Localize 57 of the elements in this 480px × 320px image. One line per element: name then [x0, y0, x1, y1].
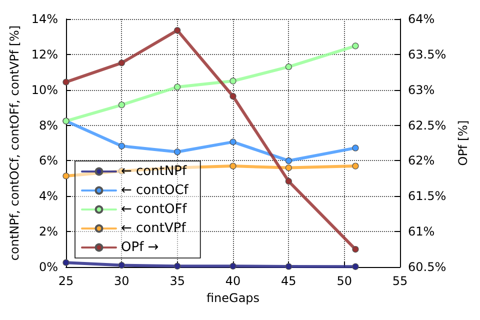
point	[285, 64, 292, 70]
point	[174, 262, 181, 270]
point	[285, 178, 292, 185]
point	[285, 157, 292, 164]
y2-tick-label: 63%	[408, 82, 435, 97]
x-tick-label: 40	[225, 274, 241, 288]
y2-tick-label: 60.5%	[408, 260, 446, 274]
y-tick-label: 0%	[38, 260, 58, 274]
legend-label: ← contOFf	[121, 202, 188, 217]
point	[174, 84, 181, 90]
y-tick-label: 2%	[38, 224, 58, 239]
y-tick-label: 14%	[31, 12, 58, 26]
x-axis-title: fineGaps	[206, 290, 260, 305]
legend-label: ← contNPf	[121, 164, 188, 179]
y2-axis-title: OPf [%]	[456, 120, 470, 166]
point	[174, 27, 181, 34]
point	[118, 142, 125, 150]
point	[62, 259, 70, 266]
point	[230, 78, 236, 84]
y-axis-title: contNPf, contOCf, contOFf, contVPf [%]	[7, 25, 22, 261]
x-tick-label: 45	[281, 274, 296, 288]
point	[230, 138, 236, 146]
point	[118, 102, 125, 108]
point	[118, 60, 125, 66]
point	[285, 164, 292, 172]
legend-label: ← contOCf	[121, 183, 189, 198]
y-tick-label: 8%	[38, 118, 58, 132]
y2-tick-label: 62.5%	[408, 118, 446, 132]
x-tick-label: 55	[392, 274, 408, 288]
y2-tick-label: 64%	[408, 12, 435, 26]
y-tick-label: 12%	[31, 47, 58, 62]
point	[230, 162, 236, 170]
x-tick-label: 25	[58, 274, 74, 288]
y-tick-label: 6%	[38, 154, 58, 168]
point	[174, 148, 181, 156]
point	[230, 262, 236, 270]
y-tick-label: 10%	[31, 82, 58, 97]
point	[352, 263, 359, 270]
point	[62, 78, 70, 86]
x-tick-label: 50	[336, 274, 352, 288]
point	[352, 144, 359, 152]
y2-tick-label: 63.5%	[408, 47, 446, 62]
point	[352, 246, 359, 253]
y2-tick-label: 61%	[408, 224, 435, 239]
y2-tick-label: 62%	[408, 154, 435, 168]
point	[285, 263, 292, 270]
legend-label: ← contVPf	[121, 221, 186, 236]
point	[230, 92, 236, 100]
y-tick-label: 4%	[38, 189, 58, 204]
point	[118, 262, 125, 269]
point	[62, 172, 70, 180]
y2-tick-label: 61.5%	[408, 189, 446, 204]
point	[352, 162, 359, 170]
x-tick-label: 30	[114, 274, 130, 288]
legend-label: OPf →	[121, 240, 159, 255]
x-tick-label: 35	[170, 274, 185, 288]
point	[352, 42, 359, 50]
